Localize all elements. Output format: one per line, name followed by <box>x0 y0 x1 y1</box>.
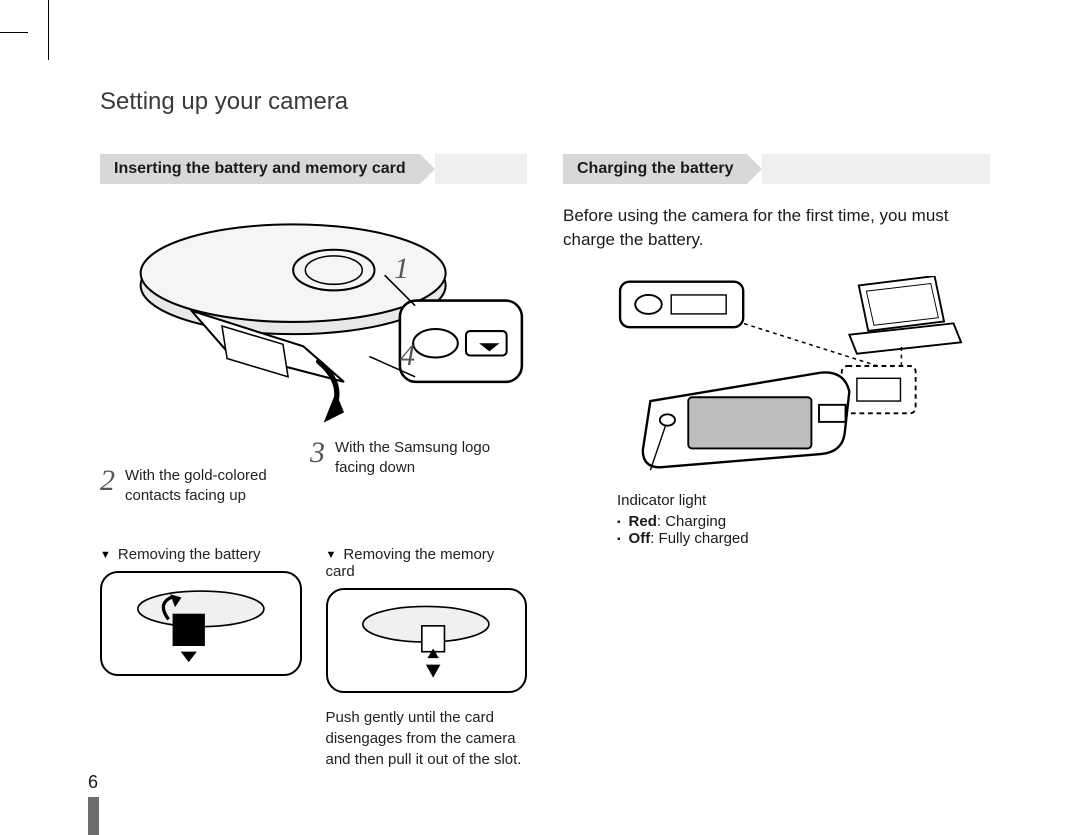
removal-card: Removing the memory card Push gently unt… <box>326 546 528 770</box>
step-num-2: 2 <box>100 466 115 496</box>
indicator-item-red: Red: Charging <box>617 513 990 530</box>
removal-card-caption: Removing the memory card <box>326 546 528 580</box>
step-num-4: 4 <box>400 339 415 373</box>
page-tab <box>88 797 99 835</box>
removal-card-instruction: Push gently until the card disengages fr… <box>326 707 528 770</box>
section-heading-left: Inserting the battery and memory card <box>100 154 420 184</box>
left-column: Inserting the battery and memory card <box>100 154 527 770</box>
indicator-title: Indicator light <box>617 492 990 509</box>
indicator-item-off: Off: Fully charged <box>617 530 990 547</box>
camera-insert-illustration <box>100 204 527 458</box>
removal-battery: Removing the battery <box>100 546 302 770</box>
page-number: 6 <box>88 772 98 793</box>
figure-remove-battery <box>100 571 302 676</box>
step-num-3: 3 <box>310 438 325 468</box>
page-content: Setting up your camera Inserting the bat… <box>100 88 990 770</box>
step-3-text: With the Samsung logo facing down <box>335 438 505 479</box>
step-2-text: With the gold-colored contacts facing up <box>125 466 300 507</box>
removal-battery-caption: Removing the battery <box>100 546 302 563</box>
figure-insert-battery: 1 4 <box>100 204 527 454</box>
section-header-insert: Inserting the battery and memory card <box>100 154 527 184</box>
step-num-1: 1 <box>394 252 409 286</box>
right-column: Charging the battery Before using the ca… <box>563 154 990 770</box>
figure-remove-card <box>326 588 528 693</box>
charge-intro: Before using the camera for the first ti… <box>563 204 990 252</box>
indicator-light: Indicator light Red: Charging Off: Fully… <box>617 492 990 547</box>
section-heading-right: Charging the battery <box>563 154 747 184</box>
figure-charging <box>603 276 963 476</box>
step-2: 2 With the gold-colored contacts facing … <box>100 466 300 507</box>
section-header-charge: Charging the battery <box>563 154 990 184</box>
indicator-list: Red: Charging Off: Fully charged <box>617 513 990 547</box>
steps-text-row: 3 With the Samsung logo facing down 2 Wi… <box>100 460 527 530</box>
page-title: Setting up your camera <box>100 88 990 116</box>
removal-row: Removing the battery Removing the memory… <box>100 546 527 770</box>
step-3: 3 With the Samsung logo facing down <box>310 438 505 479</box>
